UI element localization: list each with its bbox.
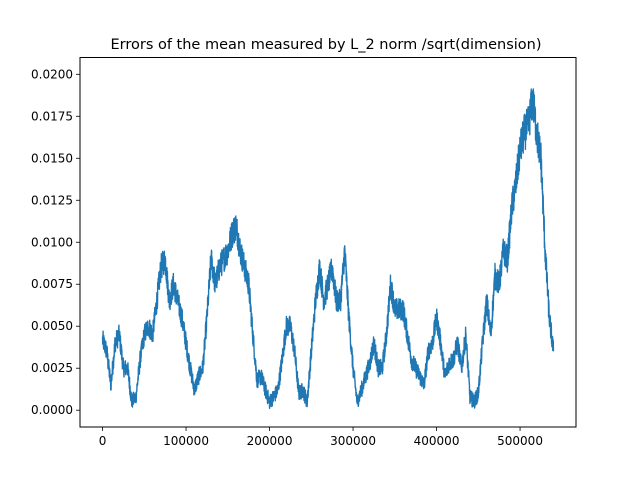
x-tick-label: 300000 (330, 434, 376, 448)
x-tick-label: 0 (99, 434, 107, 448)
x-tick-label: 500000 (497, 434, 543, 448)
y-tick-label: 0.0050 (31, 319, 73, 333)
y-tick-label: 0.0125 (31, 193, 73, 207)
y-tick-label: 0.0100 (31, 235, 73, 249)
x-tick-label: 200000 (247, 434, 293, 448)
plot-frame (79, 57, 577, 428)
y-tick-label: 0.0000 (31, 403, 73, 417)
y-tick-label: 0.0150 (31, 151, 73, 165)
y-axis-ticks: 0.0000 0.0025 0.0050 0.0075 0.0100 0.0125 0.01… (31, 67, 80, 417)
chart-title: Errors of the mean measured by L_2 norm … (110, 37, 541, 53)
x-tick-label: 100000 (163, 434, 209, 448)
y-tick-label: 0.0200 (31, 67, 73, 81)
y-tick-label: 0.0175 (31, 109, 73, 123)
y-tick-label: 0.0075 (31, 277, 73, 291)
x-axis-ticks: 0 100000 200000 300000 400000 500000 (99, 427, 543, 448)
x-tick-label: 400000 (414, 434, 460, 448)
series-layer (101, 88, 555, 410)
series-line (101, 88, 555, 410)
y-tick-label: 0.0025 (31, 361, 73, 375)
